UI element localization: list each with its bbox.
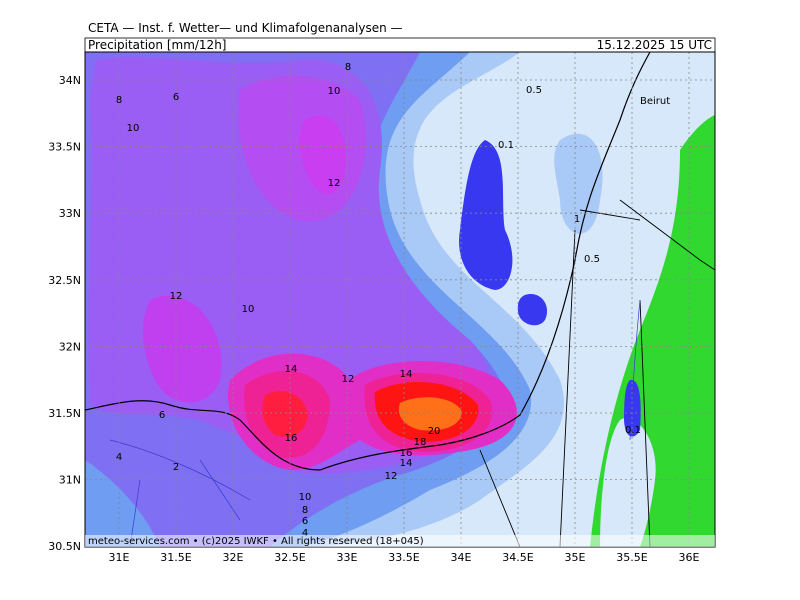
contour-label: 14 [400, 369, 413, 380]
place-label: Beirut [640, 96, 670, 107]
contour-label: 8 [302, 505, 308, 516]
contour-label: 10 [127, 123, 140, 134]
footer-bar [85, 535, 715, 547]
contour-label: 0.5 [584, 254, 600, 265]
contour-label: 6 [159, 410, 165, 421]
lat-label: 33N [59, 207, 81, 220]
lon-label: 33.5E [388, 551, 419, 564]
lat-label: 34N [59, 74, 81, 87]
footer: meteo-services.com • (c)2025 IWKF • All … [88, 536, 424, 547]
lon-label: 35.5E [616, 551, 647, 564]
contour-label: 12 [328, 178, 341, 189]
lat-label: 32N [59, 340, 81, 353]
graticule [85, 52, 715, 547]
contour-label: 6 [302, 516, 308, 527]
header-title: CETA — Inst. f. Wetter— und Klimafolgena… [88, 21, 403, 35]
contour-label: 4 [302, 528, 308, 539]
lon-label: 34E [451, 551, 472, 564]
contour-label: 10 [242, 304, 255, 315]
contour-label: 12 [342, 374, 355, 385]
contour-label: 8 [116, 95, 122, 106]
contour-label: 4 [116, 452, 122, 463]
contour-label: 0.1 [498, 140, 514, 151]
lon-label: 34.5E [502, 551, 533, 564]
lon-label: 36E [679, 551, 700, 564]
contour-label: 14 [285, 364, 298, 375]
contour-label: 2 [173, 462, 179, 473]
contour-label: 14 [400, 458, 413, 469]
lon-label: 35E [565, 551, 586, 564]
valid-time: 15.12.2025 15 UTC [597, 38, 712, 52]
contour-label: 8 [345, 62, 351, 73]
lat-label: 32.5N [48, 274, 81, 287]
lon-label: 31E [109, 551, 130, 564]
lat-label: 30.5N [48, 540, 81, 553]
lon-label: 32E [223, 551, 244, 564]
contour-label: 12 [170, 291, 183, 302]
lat-label: 33.5N [48, 141, 81, 154]
contour-label: 18 [414, 437, 427, 448]
lat-label: 31N [59, 474, 81, 487]
contour-label: 10 [328, 86, 341, 97]
precip-field [85, 52, 715, 547]
contour-label: 6 [173, 92, 179, 103]
axis-labels: 34N 33.5N 33N 32.5N 32N 31.5N 31N 30.5N 31E 31.5E… [48, 74, 699, 564]
contour-label: 12 [385, 471, 398, 482]
lon-label: 31.5E [160, 551, 191, 564]
contour-label: 0.5 [526, 85, 542, 96]
contour-labels: 8 6 10 8 10 12 0.5 0.1 1 0.5 12 10 14 12… [116, 62, 641, 539]
contour-label: 0.1 [625, 425, 641, 436]
contour-label: 16 [400, 448, 413, 459]
product-label: Precipitation [mm/12h] [88, 38, 226, 52]
contour-label: 10 [299, 492, 312, 503]
lon-label: 33E [337, 551, 358, 564]
contour-label: 16 [285, 433, 298, 444]
lat-label: 31.5N [48, 407, 81, 420]
contour-label: 1 [574, 214, 580, 225]
contour-label: 20 [428, 426, 441, 437]
lon-label: 32.5E [274, 551, 305, 564]
